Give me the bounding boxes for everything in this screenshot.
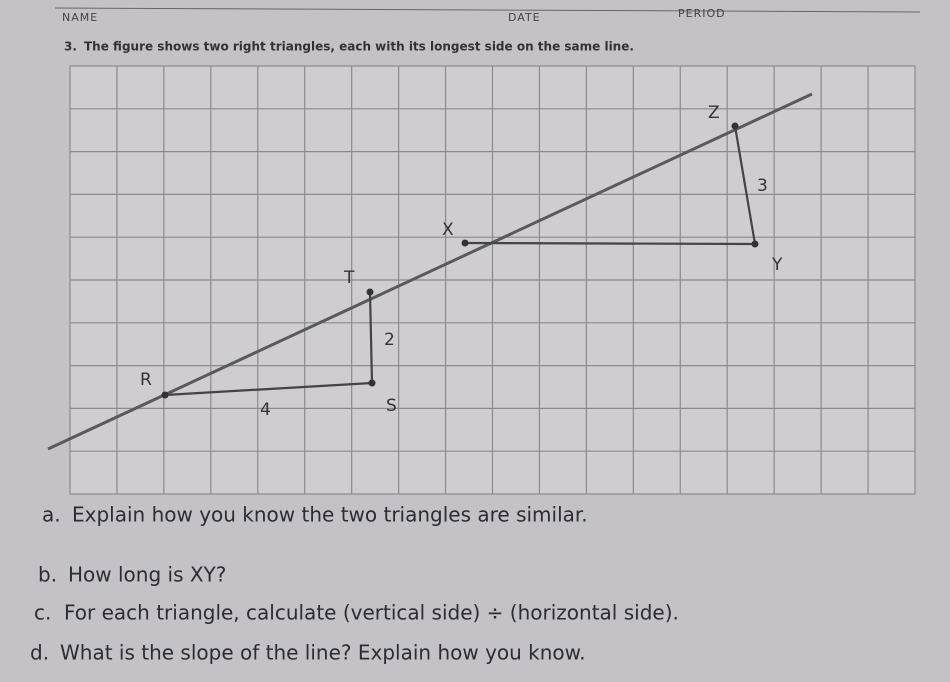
side-xy [464, 241, 756, 246]
grid [69, 65, 916, 495]
side-label: 2 [384, 330, 395, 350]
header-rule [54, 7, 921, 13]
point-label: Z [708, 103, 720, 123]
point-label: S [386, 396, 397, 416]
question-text: Explain how you know the two triangles a… [72, 503, 588, 527]
name-label: NAME [62, 11, 98, 24]
question-text: For each triangle, calculate (vertical s… [64, 601, 679, 625]
question-marker: a. [42, 503, 61, 527]
point-label: Y [771, 255, 783, 275]
side-label: 3 [757, 176, 768, 196]
point-label: T [343, 268, 355, 288]
side-zy [733, 125, 757, 245]
date-label: DATE [508, 11, 541, 24]
question-marker: d. [30, 641, 49, 665]
point-label: R [140, 370, 152, 390]
questions: a. Explain how you know the two triangle… [30, 503, 679, 665]
point [751, 240, 759, 248]
point [366, 288, 374, 296]
point-label: X [442, 220, 454, 240]
period-label: PERIOD [678, 7, 726, 20]
side-rs [164, 381, 373, 397]
figure-labels: Z 3 X Y T 2 R 4 S [140, 103, 783, 420]
figure [47, 92, 813, 451]
side-label: 4 [260, 400, 271, 420]
point [461, 239, 469, 247]
line [47, 92, 813, 451]
question-marker: c. [34, 601, 51, 625]
point [368, 379, 376, 387]
question-marker: b. [38, 563, 57, 587]
question-text: What is the slope of the line? Explain h… [60, 641, 586, 665]
question-text: How long is XY? [68, 563, 226, 587]
point [161, 391, 169, 399]
point [731, 122, 739, 130]
side-ts [368, 291, 374, 384]
problem-number: 3. [64, 40, 77, 54]
problem-text: The figure shows two right triangles, ea… [84, 40, 634, 54]
